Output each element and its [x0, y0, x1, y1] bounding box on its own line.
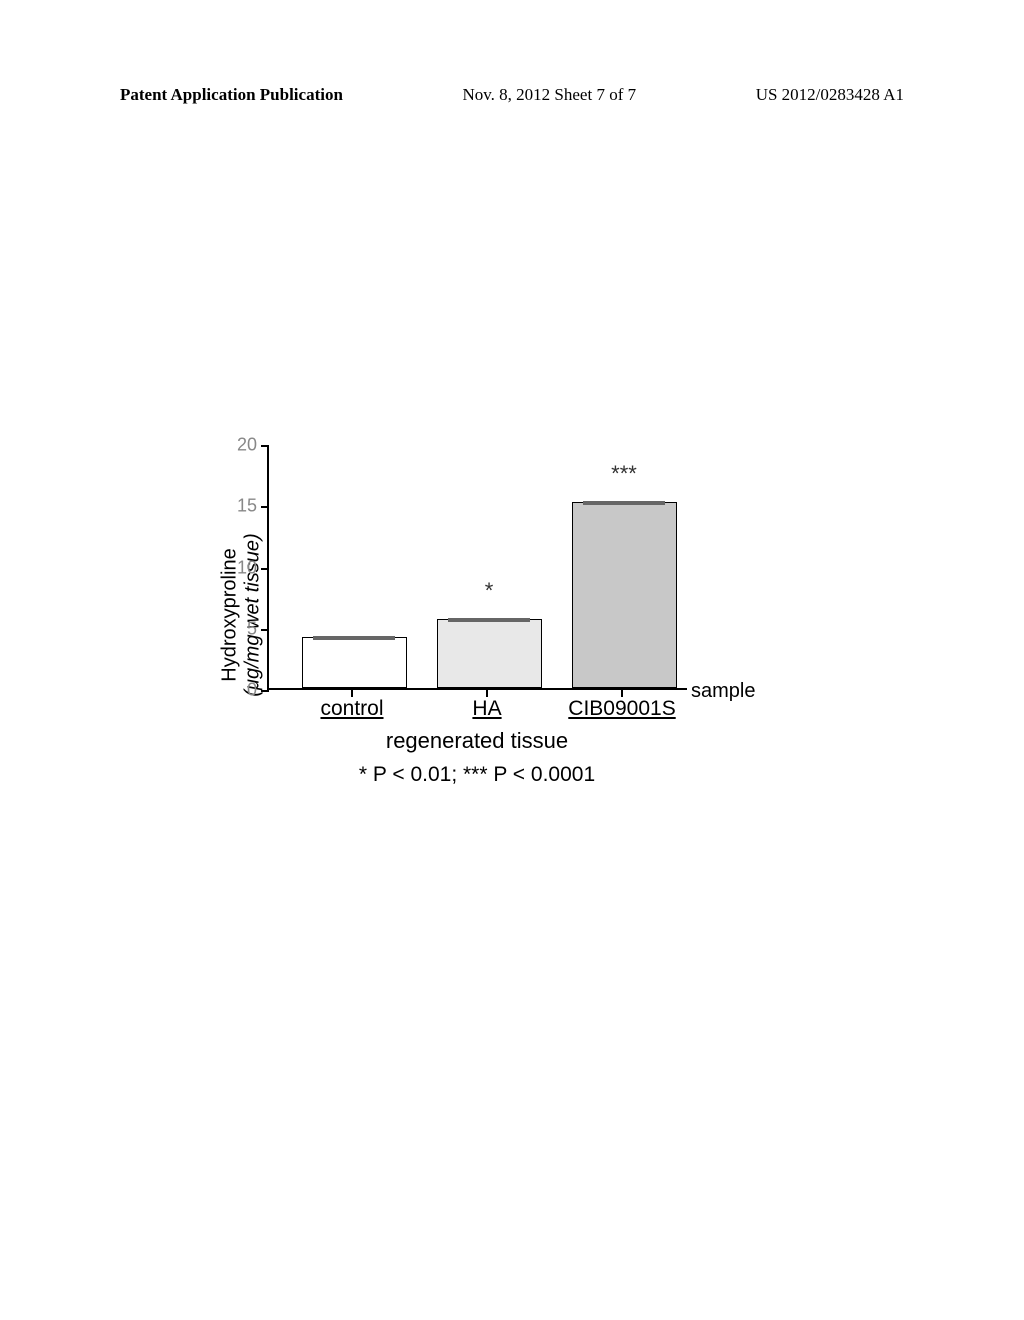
y-tick-label: 10: [237, 557, 257, 578]
x-tick: [351, 690, 353, 697]
bar: [302, 637, 407, 688]
error-cap: [448, 618, 530, 622]
y-tick: [261, 568, 269, 570]
header-center: Nov. 8, 2012 Sheet 7 of 7: [463, 85, 637, 105]
bar-chart: Hydroxyproline (μg/mg wet tissue) 051015…: [165, 445, 785, 785]
header-left: Patent Application Publication: [120, 85, 343, 105]
x-tick-label: control: [320, 697, 383, 721]
plot-area: 05101520****: [267, 445, 687, 690]
y-tick-label: 15: [237, 496, 257, 517]
page-header: Patent Application Publication Nov. 8, 2…: [0, 85, 1024, 105]
significance-marker: ***: [611, 461, 637, 487]
error-cap: [313, 636, 395, 640]
y-tick: [261, 506, 269, 508]
x-tick: [486, 690, 488, 697]
x-tick-label: CIB09001S: [568, 697, 675, 721]
y-tick-label: 0: [247, 680, 257, 701]
significance-marker: *: [485, 578, 494, 604]
error-cap: [583, 501, 665, 505]
y-tick-label: 20: [237, 435, 257, 456]
significance-footnote: * P < 0.01; *** P < 0.0001: [267, 763, 687, 787]
y-tick: [261, 445, 269, 447]
y-tick: [261, 690, 269, 692]
x-axis-right-label: sample: [691, 680, 755, 703]
y-tick-label: 5: [247, 618, 257, 639]
x-tick-label: HA: [472, 697, 501, 721]
header-right: US 2012/0283428 A1: [756, 85, 904, 105]
bar: [572, 502, 677, 688]
bar: [437, 619, 542, 688]
y-tick: [261, 629, 269, 631]
x-group-label: regenerated tissue: [267, 728, 687, 754]
x-tick: [621, 690, 623, 697]
